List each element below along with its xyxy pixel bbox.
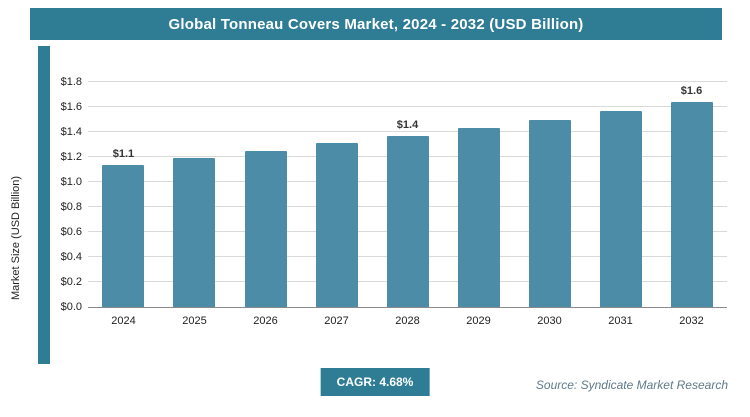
- bar-2032: [670, 102, 713, 307]
- plot-area: $0.0 $0.2 $0.4 $0.6 $0.8 $1.0 $1.2 $1.4 $1.6 $1.8…: [61, 76, 727, 327]
- y-axis-tick-label: $1.8: [60, 76, 82, 88]
- chart-title: Global Tonneau Covers Market, 2024 - 203…: [168, 15, 584, 33]
- gridline: [88, 106, 727, 107]
- gridline: [88, 81, 727, 82]
- bar-value-label: $1.1: [112, 147, 135, 160]
- bar-2026: [244, 150, 287, 307]
- bar-2028: [386, 135, 429, 307]
- x-axis-tick-label: 2029: [466, 315, 491, 327]
- left-accent-stripe: [38, 46, 50, 364]
- bar-value-label: $1.4: [396, 118, 419, 131]
- bar-value-label: $1.6: [680, 85, 703, 97]
- x-axis-tick-label: 2028: [395, 315, 420, 327]
- y-axis-tick-label: $0.6: [60, 226, 82, 239]
- gridline: [88, 131, 727, 132]
- y-axis-tick-label: $1.4: [60, 126, 82, 138]
- y-axis-tick-label: $0.2: [60, 276, 82, 289]
- chart-title-bar: Global Tonneau Covers Market, 2024 - 203…: [30, 8, 722, 40]
- x-axis-tick-label: 2026: [253, 315, 278, 327]
- y-axis-title: Market Size (USD Billion): [10, 175, 22, 301]
- bar-2030: [528, 119, 571, 307]
- y-axis-tick-label: $0.4: [60, 251, 82, 264]
- cagr-badge: CAGR: 4.68%: [320, 368, 430, 396]
- x-axis-tick-label: 2032: [679, 315, 704, 327]
- bar-2031: [599, 110, 642, 307]
- y-axis-tick-label: $1.0: [60, 176, 82, 188]
- x-axis-tick-label: 2027: [324, 315, 349, 327]
- bar-2029: [457, 128, 500, 307]
- bar-2025: [173, 158, 216, 307]
- y-axis-tick-label: $0.0: [60, 301, 82, 313]
- bar-2027: [315, 143, 358, 307]
- y-axis-tick-label: $1.2: [60, 151, 82, 164]
- y-axis-tick-label: $0.8: [60, 201, 82, 214]
- chart-area: Market Size (USD Billion) $0.0 $0.2 $0.4 $0…: [0, 44, 750, 344]
- x-axis-tick-label: 2025: [182, 315, 207, 327]
- x-axis-tick-label: 2030: [537, 315, 562, 327]
- y-axis-tick-label: $1.6: [60, 101, 82, 114]
- x-axis-tick-label: 2024: [111, 315, 136, 327]
- bar-2024: [102, 164, 145, 307]
- source-text: Source: Syndicate Market Research: [535, 378, 728, 392]
- x-axis-tick-label: 2031: [608, 315, 633, 327]
